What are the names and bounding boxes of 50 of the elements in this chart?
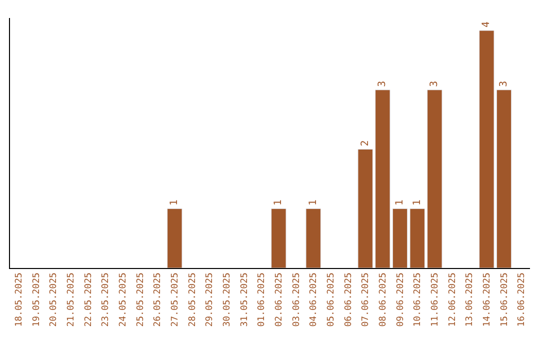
- x-tick-label: 02.06.2025: [274, 272, 285, 327]
- bar: [375, 90, 390, 268]
- x-tick-label: 14.06.2025: [482, 272, 493, 327]
- x-tick-label: 22.05.2025: [84, 272, 94, 327]
- x-tick-label: 09.06.2025: [396, 272, 406, 327]
- x-tick-label: 28.05.2025: [188, 272, 198, 327]
- bar: [427, 90, 442, 268]
- x-tick-label: 01.06.2025: [257, 272, 268, 327]
- data-label: 3: [498, 80, 510, 87]
- x-tick-label: 08.06.2025: [378, 272, 389, 327]
- x-tick-label: 06.06.2025: [344, 272, 354, 327]
- x-tick-label: 04.06.2025: [309, 272, 320, 327]
- bar: [479, 30, 494, 268]
- x-tick-label: 15.06.2025: [500, 272, 510, 327]
- x-tick-label: 29.05.2025: [205, 272, 216, 327]
- data-label: 1: [412, 200, 423, 206]
- x-tick-label: 23.05.2025: [101, 272, 112, 327]
- bar: [392, 208, 408, 268]
- data-label: 4: [481, 21, 492, 28]
- bar: [271, 208, 286, 268]
- bar: [306, 208, 321, 268]
- x-tick-label: 26.05.2025: [153, 272, 164, 327]
- data-label: 1: [308, 200, 319, 206]
- x-tick-label: 13.06.2025: [465, 272, 476, 327]
- x-tick-label: 18.05.2025: [14, 272, 25, 327]
- x-tick-label: 10.06.2025: [413, 272, 424, 327]
- data-label: 1: [169, 200, 180, 206]
- x-tick-label: 05.06.2025: [326, 272, 337, 327]
- x-tick-label: 12.06.2025: [448, 272, 458, 327]
- data-label: 3: [377, 80, 388, 87]
- bar: [496, 90, 512, 268]
- x-tick-label: 19.05.2025: [32, 272, 42, 327]
- x-tick-label: 30.05.2025: [222, 272, 233, 327]
- x-tick-label: 21.05.2025: [66, 272, 77, 327]
- data-label: 2: [360, 140, 371, 146]
- x-tick-label: 16.06.2025: [517, 272, 528, 327]
- x-tick-label: 24.05.2025: [118, 272, 129, 327]
- x-tick-label: 03.06.2025: [292, 272, 302, 327]
- x-tick-label: 20.05.2025: [49, 272, 60, 327]
- x-tick-label: 11.06.2025: [430, 272, 441, 327]
- data-label: 1: [273, 200, 284, 206]
- x-tick-label: 07.06.2025: [361, 272, 372, 327]
- x-tick-label: 31.05.2025: [240, 272, 250, 327]
- bar: [358, 149, 373, 268]
- data-label: 1: [394, 200, 406, 206]
- x-tick-label: 25.05.2025: [136, 272, 146, 327]
- bar: [410, 208, 425, 268]
- x-tick-label: 27.05.2025: [170, 272, 181, 327]
- bar: [167, 208, 182, 268]
- data-label: 3: [429, 80, 440, 87]
